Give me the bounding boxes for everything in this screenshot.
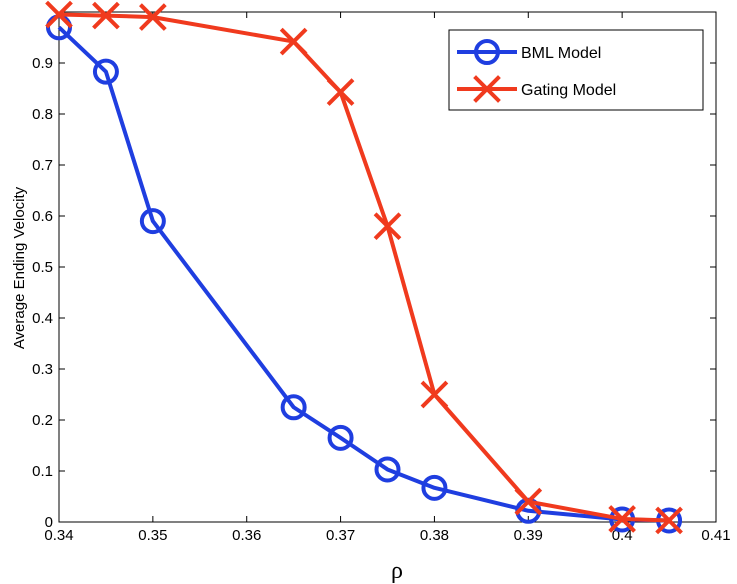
x-axis-title: ρ — [391, 558, 403, 584]
x-tick-label: 0.39 — [514, 527, 543, 544]
legend-label-bml-model: BML Model — [521, 45, 601, 62]
data-point-gating-model — [420, 380, 449, 409]
series-gating-model — [45, 0, 683, 535]
series-line-gating-model — [58, 12, 670, 523]
y-tick-label: 0.3 — [32, 361, 53, 378]
y-tick-label: 0.9 — [32, 55, 53, 72]
data-point-bml-model — [92, 58, 119, 85]
data-point-gating-model — [655, 506, 683, 535]
data-point-gating-model — [139, 3, 167, 31]
x-tick-label: 0.37 — [326, 527, 355, 544]
y-tick-label: 0 — [45, 514, 53, 531]
data-point-bml-model — [280, 394, 307, 421]
y-axis-title: Average Ending Velocity — [11, 186, 28, 349]
data-point-bml-model — [374, 456, 401, 483]
y-tick-label: 0.7 — [32, 157, 53, 174]
legend-marker-gating-model — [473, 75, 501, 103]
data-point-gating-model — [279, 27, 308, 56]
y-tick-label: 0.2 — [32, 412, 53, 429]
x-tick-label: 0.34 — [44, 527, 73, 544]
y-tick-label: 0.8 — [32, 106, 53, 123]
data-point-gating-model — [326, 78, 355, 106]
y-tick-label: 0.6 — [32, 208, 53, 225]
x-tick-label: 0.41 — [701, 527, 730, 544]
data-point-bml-model — [327, 424, 354, 451]
y-tick-label: 0.1 — [32, 463, 53, 480]
data-point-gating-model — [45, 0, 73, 29]
legend-label-gating-model: Gating Model — [521, 82, 616, 99]
data-point-bml-model — [139, 208, 166, 235]
y-tick-label: 0.5 — [32, 259, 53, 276]
data-point-bml-model — [421, 474, 448, 501]
legend-marker-bml-model — [474, 39, 500, 65]
data-point-gating-model — [514, 487, 543, 516]
data-point-gating-model — [92, 1, 120, 30]
x-tick-label: 0.38 — [420, 527, 449, 544]
x-tick-label: 0.36 — [232, 527, 261, 544]
data-point-gating-model — [608, 505, 636, 533]
series-layer — [45, 0, 683, 535]
x-tick-label: 0.35 — [138, 527, 167, 544]
y-tick-label: 0.4 — [32, 310, 53, 327]
data-point-gating-model — [373, 212, 402, 241]
legend: BML Model Gating Model — [448, 29, 704, 111]
series-line-bml-model — [57, 25, 670, 523]
